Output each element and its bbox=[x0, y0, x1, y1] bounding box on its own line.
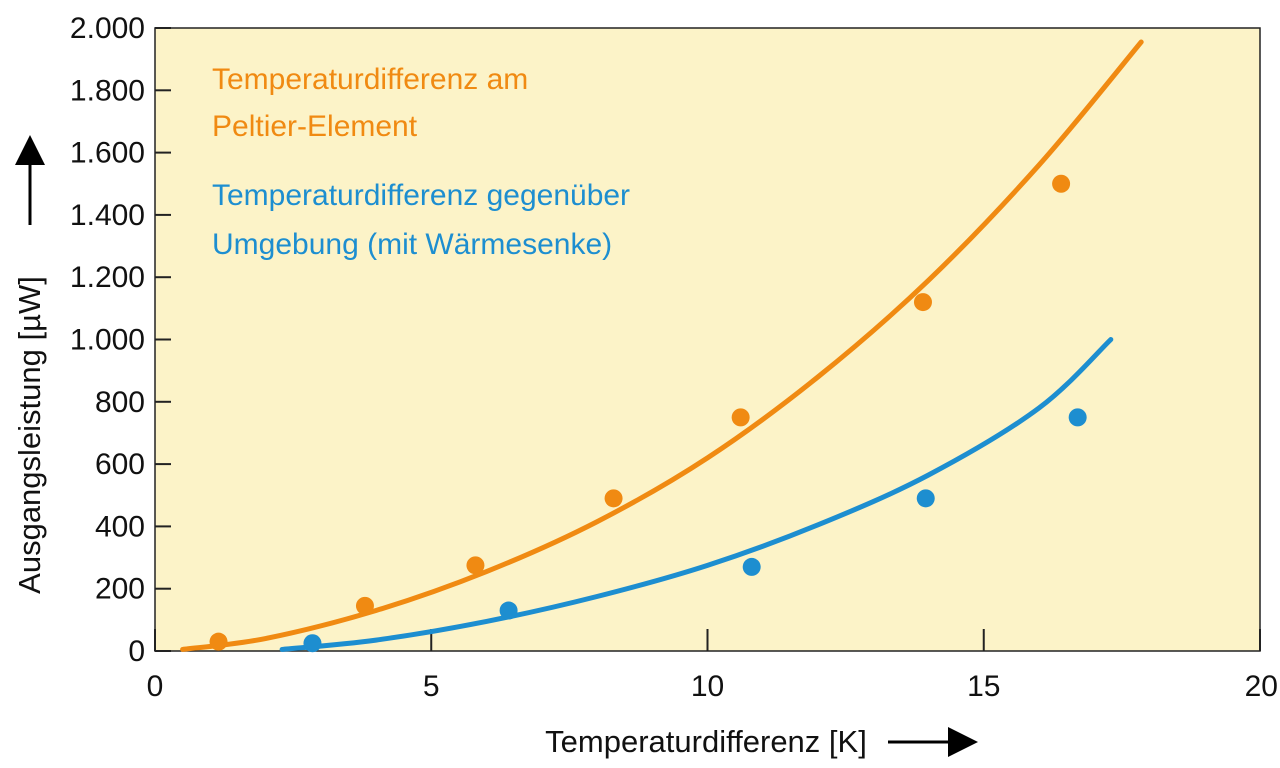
y-tick-label: 0 bbox=[128, 635, 145, 668]
fit-curves bbox=[180, 39, 1144, 652]
y-axis-tick-labels: 0 200 400 600 800 1.000 1.200 1.400 1.600 1.800 2.… bbox=[70, 12, 145, 668]
x-tick-label: 10 bbox=[691, 670, 724, 703]
scatter-points bbox=[209, 174, 1087, 653]
plot-area bbox=[154, 27, 1261, 652]
data-point-series-2 bbox=[499, 601, 518, 620]
y-tick-label: 2.000 bbox=[70, 12, 145, 45]
legend: Temperaturdifferenz am Peltier-Element T… bbox=[212, 63, 630, 261]
data-point-series-2 bbox=[303, 634, 322, 653]
x-tick-label: 0 bbox=[147, 670, 164, 703]
legend-series-1-line-2: Peltier-Element bbox=[212, 110, 418, 143]
y-tick-label: 1.400 bbox=[70, 199, 145, 232]
y-tick-label: 400 bbox=[95, 510, 145, 543]
x-tick-label: 15 bbox=[967, 670, 1000, 703]
y-tick-label: 800 bbox=[95, 386, 145, 419]
y-tick-label: 1.200 bbox=[70, 261, 145, 294]
data-point-series-1 bbox=[466, 556, 485, 575]
y-tick-label: 200 bbox=[95, 573, 145, 606]
x-axis-label: Temperaturdifferenz [K] bbox=[545, 724, 867, 759]
data-point-series-1 bbox=[1052, 174, 1071, 193]
x-tick-label: 5 bbox=[423, 670, 440, 703]
data-point-series-2 bbox=[742, 557, 761, 576]
fit-curve-series-1 bbox=[180, 39, 1144, 652]
legend-series-2-line-1: Temperaturdifferenz gegenüber bbox=[212, 179, 630, 212]
y-axis-label: Ausgangsleistung [µW] bbox=[12, 276, 47, 594]
x-tick-label: 20 bbox=[1245, 670, 1278, 703]
data-point-series-2 bbox=[916, 489, 935, 508]
data-point-series-1 bbox=[355, 596, 374, 615]
data-point-series-1 bbox=[913, 293, 932, 312]
data-point-series-2 bbox=[1068, 408, 1087, 427]
fit-curve-series-2 bbox=[279, 337, 1114, 652]
data-point-series-1 bbox=[604, 489, 623, 508]
legend-series-2-line-2: Umgebung (mit Wärmesenke) bbox=[212, 228, 612, 261]
y-axis-ticks bbox=[155, 27, 171, 652]
legend-series-1-line-1: Temperaturdifferenz am bbox=[212, 63, 528, 96]
y-tick-label: 1.000 bbox=[70, 324, 145, 357]
data-point-series-1 bbox=[731, 408, 750, 427]
y-tick-label: 600 bbox=[95, 448, 145, 481]
x-axis-tick-labels: 0 5 10 15 20 bbox=[147, 670, 1278, 703]
y-tick-label: 1.600 bbox=[70, 137, 145, 170]
y-tick-label: 1.800 bbox=[70, 74, 145, 107]
data-point-series-1 bbox=[209, 632, 228, 651]
